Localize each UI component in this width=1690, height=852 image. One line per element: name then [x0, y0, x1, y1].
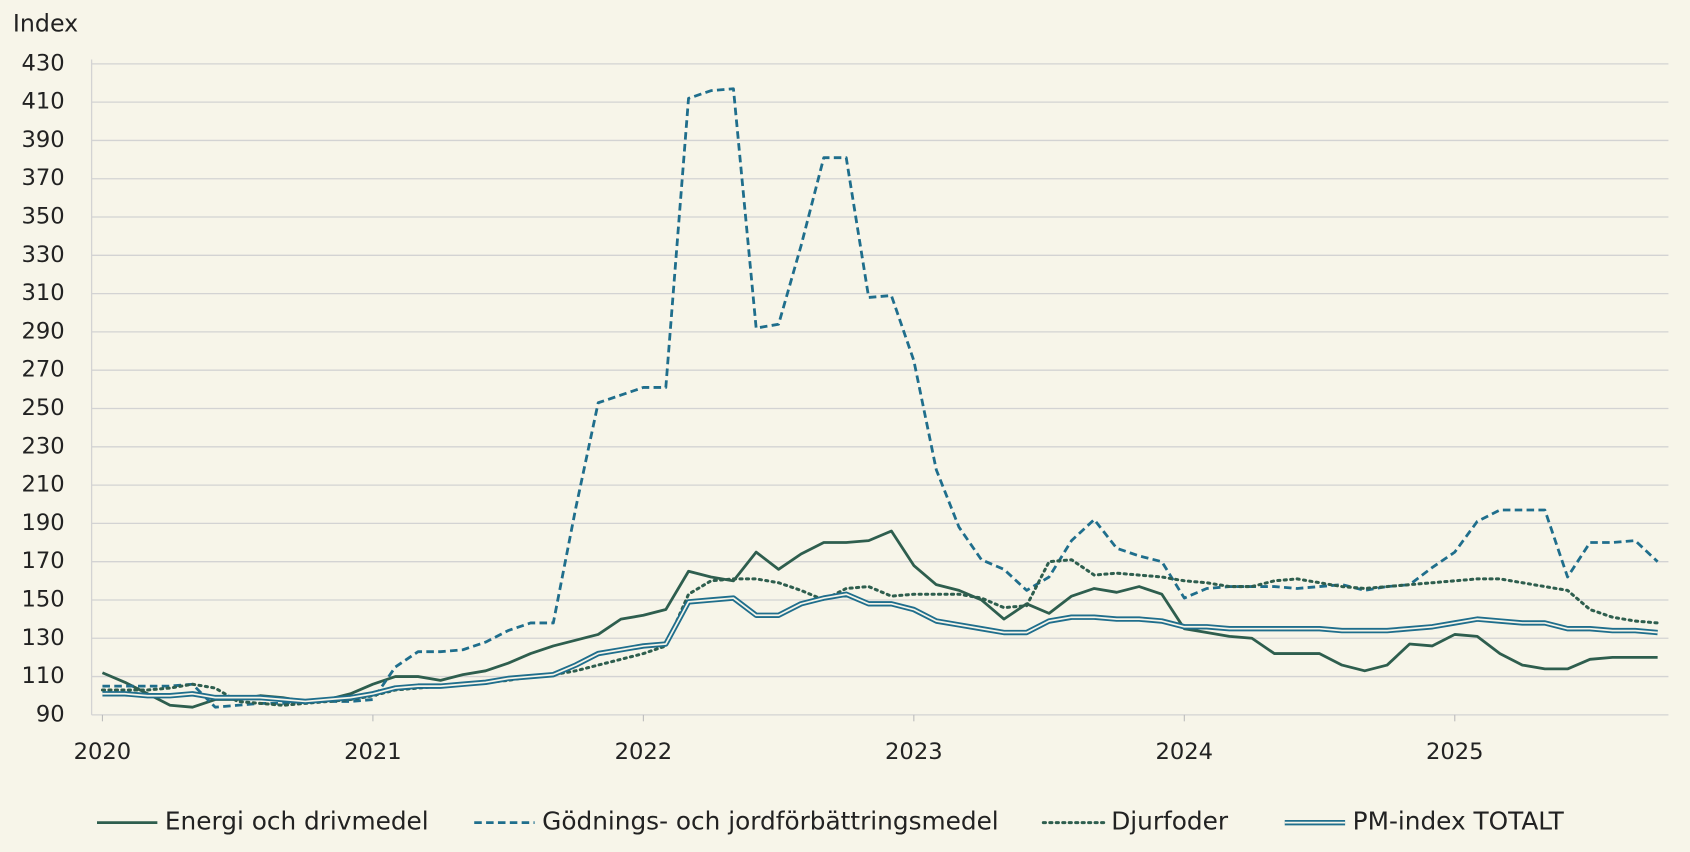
y-tick-label: 210	[21, 472, 64, 498]
legend-label: PM-index TOTALT	[1353, 807, 1565, 836]
series-line-inner	[102, 593, 1658, 703]
series-line	[100, 558, 1660, 707]
legend-label: Gödnings- och jordförbättringsmedel	[542, 807, 999, 836]
y-tick-label: 110	[21, 663, 64, 689]
legend-label: Energi och drivmedel	[165, 807, 429, 836]
x-tick-label: 2022	[615, 739, 673, 765]
y-tick-label: 410	[21, 89, 64, 115]
series-line	[102, 591, 1658, 705]
legend-label: Djurfoder	[1111, 807, 1229, 836]
y-tick-label: 330	[21, 242, 64, 268]
x-tick-label: 2024	[1156, 739, 1214, 765]
y-tick-label: 270	[21, 357, 64, 383]
x-tick-label: 2023	[885, 739, 943, 765]
y-tick-label: 130	[21, 625, 64, 651]
y-tick-label: 170	[21, 548, 64, 574]
y-tick-label: 250	[21, 395, 64, 421]
y-tick-label: 230	[21, 433, 64, 459]
y-tick-label: 350	[21, 204, 64, 230]
x-tick-label: 2025	[1426, 739, 1484, 765]
y-tick-label: 310	[21, 280, 64, 306]
series-line	[102, 87, 1659, 709]
y-tick-label: 390	[21, 127, 64, 153]
y-axis-label: Index	[13, 10, 78, 38]
y-tick-label: 290	[21, 318, 64, 344]
x-tick-label: 2020	[74, 739, 132, 765]
y-tick-label: 190	[21, 510, 64, 536]
x-tick-label: 2021	[344, 739, 402, 765]
y-tick-label: 150	[21, 586, 64, 612]
y-tick-label: 370	[21, 165, 64, 191]
series-line	[101, 529, 1658, 709]
y-tick-label: 90	[36, 701, 65, 727]
y-tick-label: 430	[21, 50, 64, 76]
